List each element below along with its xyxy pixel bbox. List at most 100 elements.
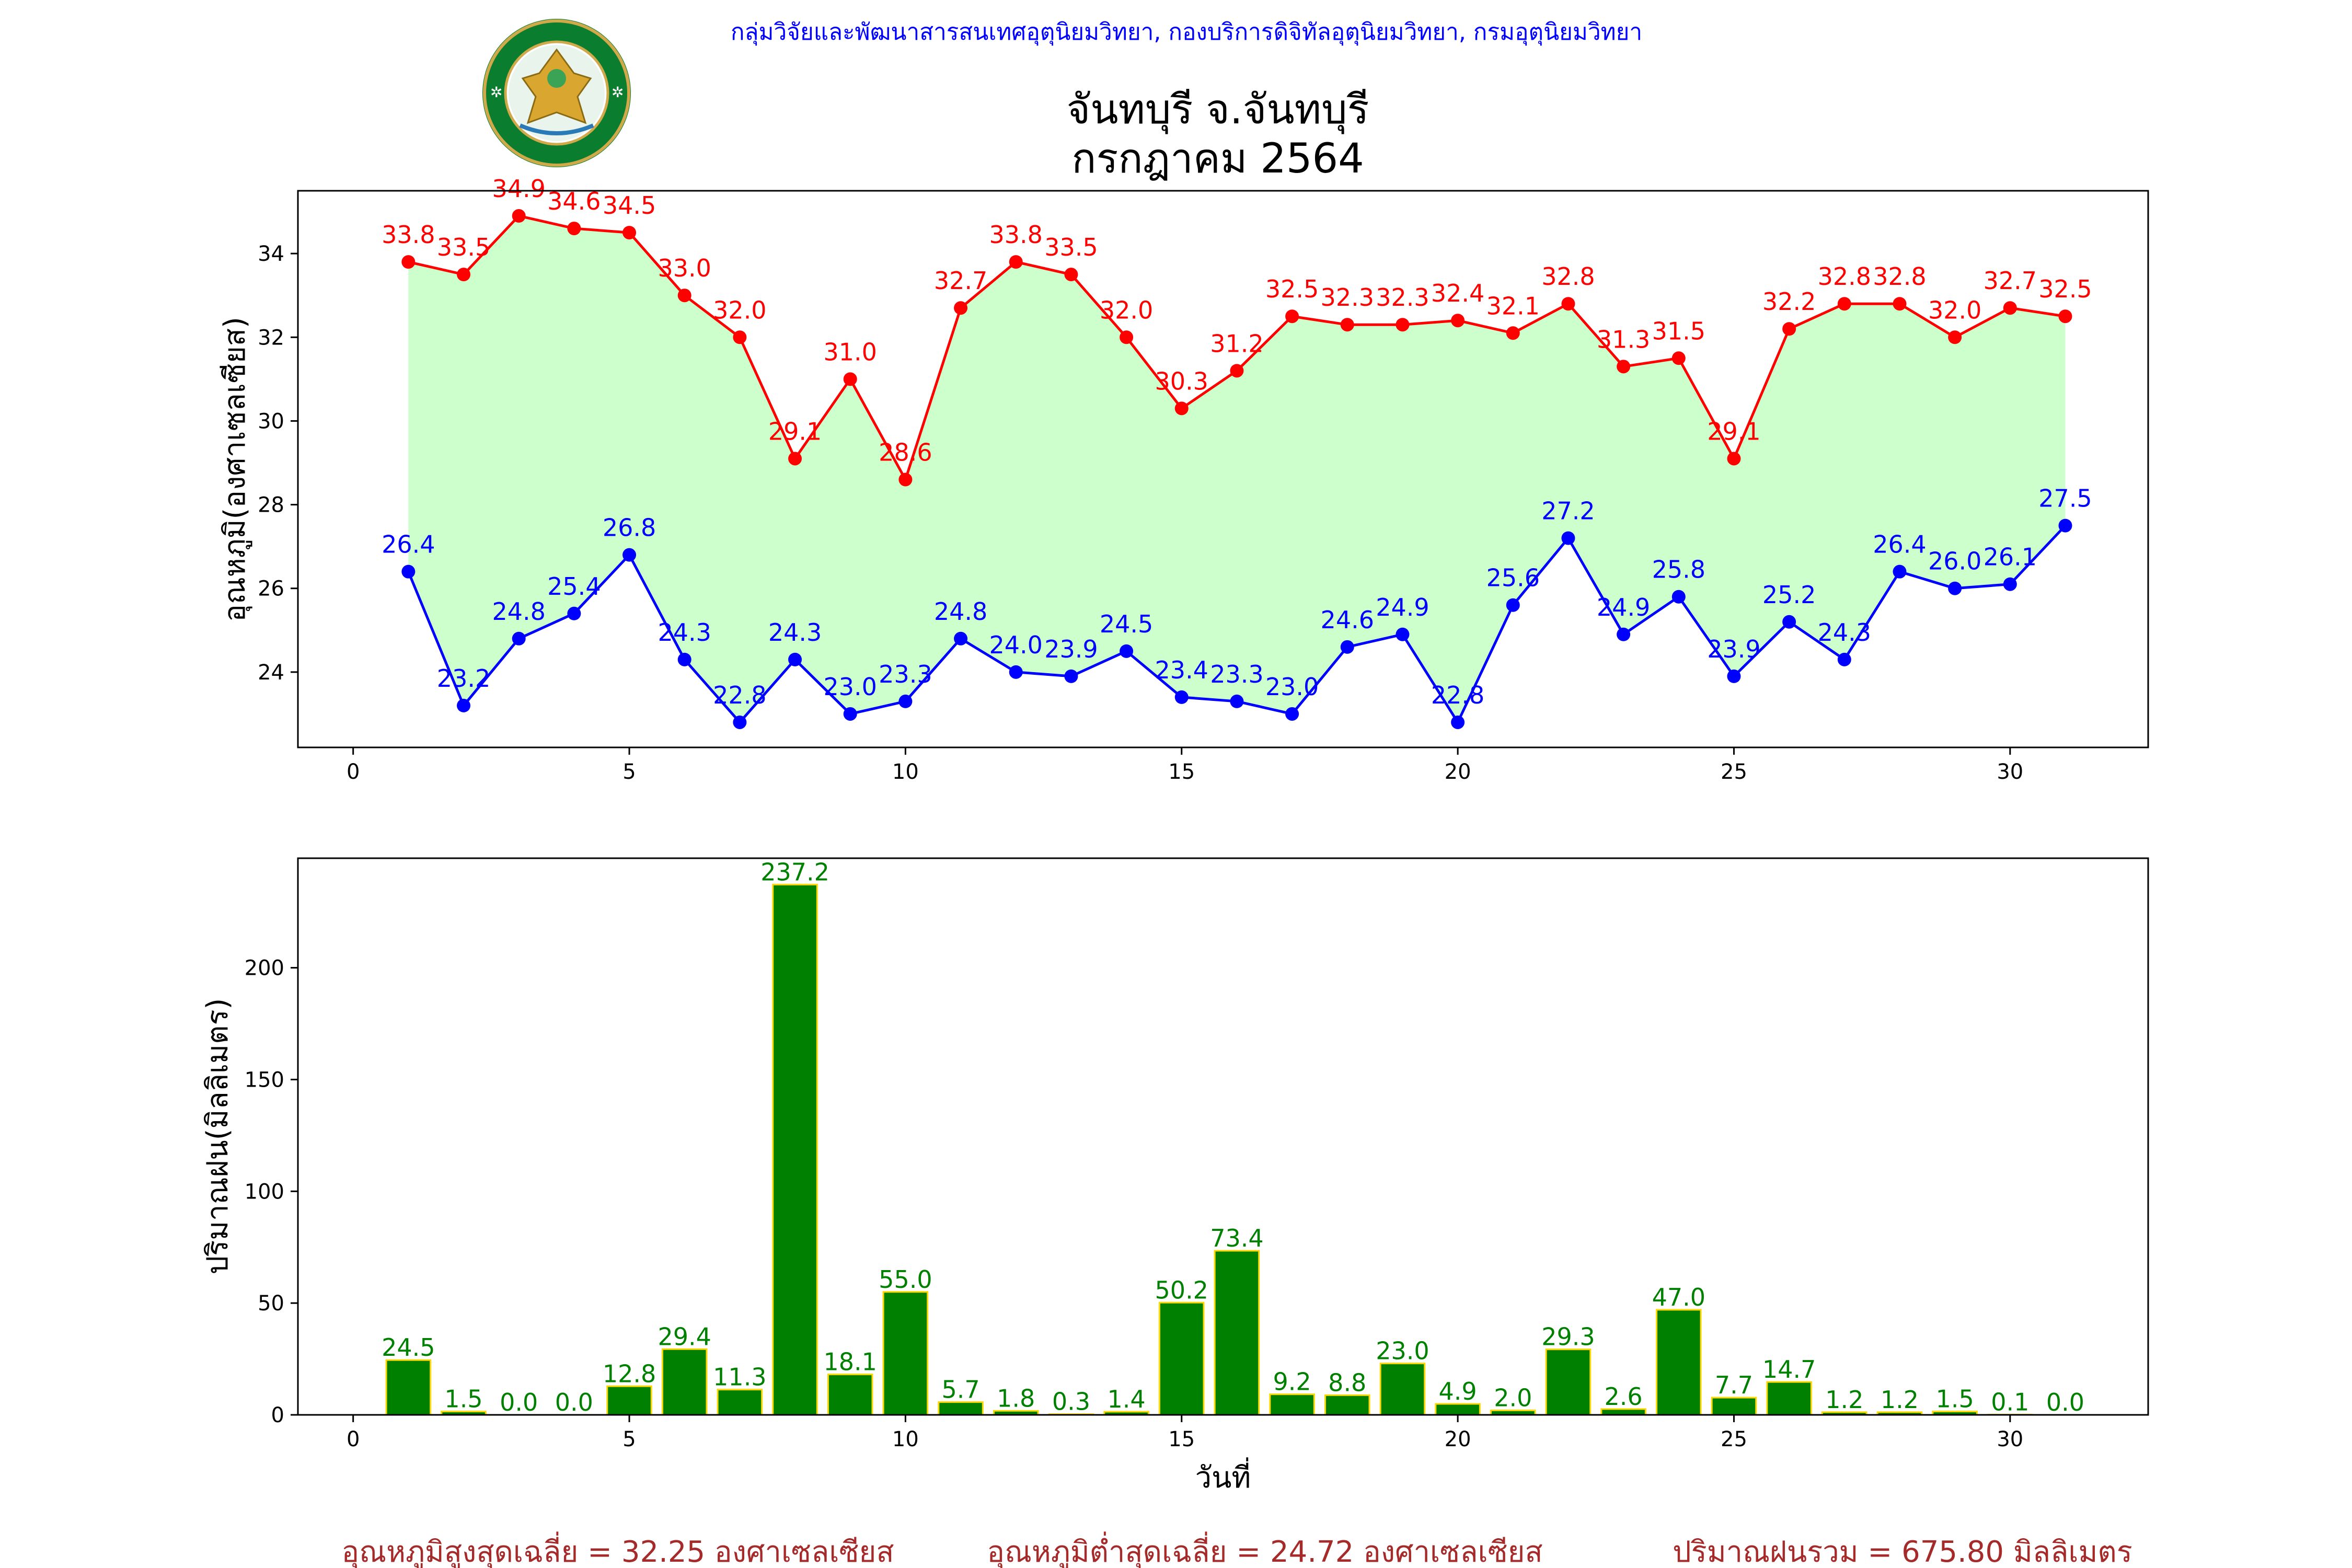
rainfall-value-label: 237.2 (760, 858, 829, 886)
max-temp-value-label: 32.0 (1928, 296, 1981, 324)
rainfall-bar (1766, 1381, 1812, 1416)
rainfall-chart: 0 5 10 15 20 25 30 0 50 100 150 200 24.5 1.5 0.0 0.0 12… (201, 857, 2149, 1495)
max-temp-value-label: 31.5 (1652, 317, 1705, 345)
min-temp-value-label: 24.3 (658, 618, 711, 647)
max-temp-value-label: 34.9 (492, 175, 545, 203)
min-temp-value-label: 24.0 (989, 631, 1043, 659)
max-temp-point (1617, 360, 1631, 374)
temperature-y-tick-label: 28 (258, 493, 284, 517)
rainfall-bar (882, 1291, 929, 1416)
rainfall-value-label: 5.7 (941, 1376, 979, 1404)
rainfall-value-label: 0.3 (1052, 1388, 1090, 1416)
min-temp-point (898, 694, 913, 708)
rainfall-value-label: 11.3 (713, 1363, 766, 1391)
min-temp-value-label: 24.3 (768, 618, 822, 647)
max-temp-point (1451, 314, 1465, 328)
rainfall-value-label: 9.2 (1273, 1368, 1311, 1396)
min-temp-point (1782, 615, 1796, 629)
rainfall-bar (717, 1389, 763, 1416)
min-temp-point (622, 548, 637, 562)
max-temp-point (622, 226, 637, 240)
rainfall-plot-frame (297, 857, 2149, 1416)
rainfall-value-label: 1.5 (1936, 1385, 1974, 1413)
meteorological-department-logo: ✲ ✲ (482, 19, 631, 167)
rainfall-x-tick-label: 30 (1997, 1427, 2023, 1451)
rainfall-value-label: 12.8 (603, 1359, 656, 1388)
min-temp-point (954, 631, 968, 645)
rainfall-axes: 0 5 10 15 20 25 30 0 50 100 150 200 (245, 956, 2024, 1451)
min-temp-value-label: 27.2 (1541, 497, 1595, 525)
min-temp-value-label: 26.1 (1984, 543, 2037, 571)
max-temp-value-label: 32.8 (1541, 262, 1595, 291)
rainfall-bar (1214, 1250, 1260, 1416)
temperature-range-fill (408, 216, 2066, 722)
temperature-x-tick-label: 5 (622, 760, 636, 784)
min-temp-value-label: 24.8 (934, 597, 987, 626)
temperature-y-tick-label: 30 (258, 409, 284, 433)
rainfall-value-label: 55.0 (879, 1265, 932, 1294)
temperature-y-axis-label: อุณหภูมิ(องศาเซลเซียส) (218, 317, 252, 622)
rainfall-value-label: 24.5 (382, 1333, 435, 1362)
min-temp-point (2058, 518, 2072, 533)
min-temp-point (1948, 581, 1962, 595)
rainfall-value-label: 4.9 (1439, 1377, 1477, 1405)
rainfall-bar (661, 1348, 708, 1416)
temperature-x-tick-label: 25 (1721, 760, 1747, 784)
min-temp-point (457, 698, 471, 712)
rainfall-value-label: 29.3 (1541, 1323, 1595, 1351)
max-temp-point (1285, 309, 1299, 324)
max-temp-value-label: 32.3 (1376, 283, 1429, 312)
min-temp-value-label: 25.6 (1486, 564, 1540, 592)
min-temp-point (512, 631, 526, 645)
min-temp-value-label: 25.2 (1762, 581, 1816, 609)
rainfall-x-tick-label: 15 (1168, 1427, 1195, 1451)
max-temp-value-label: 29.1 (1707, 417, 1760, 445)
min-temp-value-label: 23.3 (1210, 660, 1263, 688)
rainfall-y-tick-label: 50 (258, 1292, 284, 1316)
min-temp-value-label: 26.0 (1928, 547, 1981, 575)
rainfall-value-label: 23.0 (1376, 1337, 1429, 1365)
max-temp-point (1506, 326, 1520, 340)
svg-text:✲: ✲ (612, 84, 624, 101)
min-temp-point (788, 652, 802, 666)
rainfall-value-label: 7.7 (1715, 1371, 1753, 1399)
min-temp-value-label: 27.5 (2038, 485, 2092, 513)
max-temp-point (1230, 364, 1244, 378)
rainfall-value-label: 29.4 (658, 1322, 711, 1351)
rainfall-bar (1711, 1397, 1757, 1416)
max-temp-point (1396, 318, 1410, 332)
rainfall-bar (827, 1374, 873, 1416)
min-temp-value-label: 23.0 (824, 673, 877, 701)
rainfall-value-label: 73.4 (1210, 1224, 1263, 1252)
min-temp-point (1727, 669, 1741, 683)
max-temp-point (2058, 309, 2072, 324)
max-temp-value-label: 32.0 (713, 296, 766, 324)
temperature-plot-frame (297, 190, 2149, 748)
rainfall-bar (1158, 1301, 1205, 1416)
min-temp-value-label: 26.4 (382, 531, 435, 559)
rainfall-value-label: 14.7 (1762, 1355, 1816, 1383)
rainfall-value-label: 47.0 (1652, 1283, 1705, 1311)
max-temp-point (677, 289, 691, 303)
max-temp-point (788, 452, 802, 466)
max-temp-value-label: 32.2 (1762, 287, 1816, 316)
max-temp-value-label: 28.6 (879, 439, 932, 467)
rainfall-value-label: 1.2 (1825, 1386, 1863, 1414)
chart-title-station: จันทบุรี จ.จันทบุรี (1067, 86, 1369, 134)
rainfall-x-tick-label: 10 (892, 1427, 919, 1451)
temperature-y-tick-label: 32 (258, 326, 284, 350)
temperature-x-tick-label: 20 (1445, 760, 1471, 784)
max-temp-point (1340, 318, 1354, 332)
temperature-y-tick-label: 34 (258, 242, 284, 266)
temperature-y-tick-label: 26 (258, 577, 284, 601)
max-temp-point (1782, 322, 1796, 336)
max-temp-value-label: 33.8 (382, 221, 435, 249)
temperature-data-labels: 33.8 33.534.9 34.6 34.533.032.029.131.028.6… (382, 175, 2092, 709)
min-temp-value-label: 26.8 (603, 514, 656, 542)
max-temp-value-label: 31.2 (1210, 329, 1263, 358)
rainfall-y-tick-label: 0 (271, 1403, 284, 1427)
temperature-x-tick-label: 15 (1168, 760, 1195, 784)
max-temp-point (733, 330, 747, 344)
rainfall-bar (1435, 1403, 1481, 1416)
max-temp-value-label: 32.3 (1321, 283, 1374, 312)
